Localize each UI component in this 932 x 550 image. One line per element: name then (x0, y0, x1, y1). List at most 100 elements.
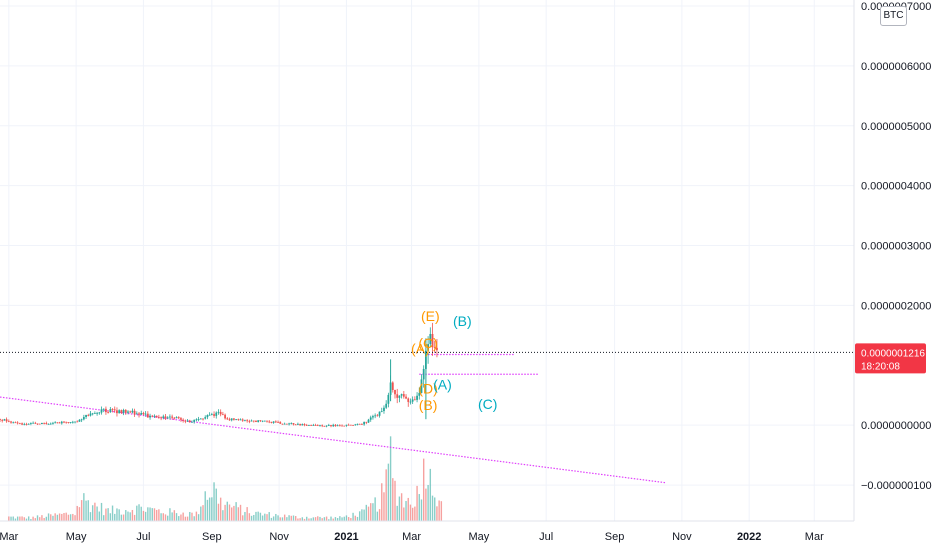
volume-bar (65, 512, 67, 521)
volume-bar (394, 480, 396, 521)
x-tick-label: May (66, 531, 87, 543)
wave-labels[interactable]: (E) (B)(C)(A)(D)(A)(B) (C) (411, 308, 497, 413)
candle-body (76, 421, 79, 423)
candle-body (312, 425, 315, 426)
candle-body (244, 420, 246, 422)
candle-body (191, 421, 193, 423)
volume-bar (239, 504, 242, 521)
volume-bar (356, 516, 359, 521)
volume-bar (427, 485, 429, 521)
candle-body (316, 425, 319, 427)
candle-body (3, 419, 6, 421)
candle-body (314, 425, 317, 426)
volume-bar (197, 514, 200, 521)
volume-bar (328, 519, 330, 521)
candle-body (422, 368, 425, 380)
volume-bar (91, 505, 94, 521)
chart-grid (0, 0, 854, 521)
volume-bar (345, 515, 348, 521)
candle-body (394, 389, 396, 395)
volume-bar (242, 515, 244, 521)
currency-badge[interactable]: BTC (880, 6, 907, 26)
candle-body (67, 422, 70, 423)
last-price-badge (855, 343, 926, 374)
volume-bar (226, 501, 228, 521)
candle-body (71, 421, 74, 423)
candle-body (217, 411, 220, 413)
candle-body (365, 421, 368, 423)
volume-bar (186, 516, 189, 521)
x-tick-label: Mar (805, 531, 824, 543)
candle-body (202, 418, 204, 420)
volume-bar (116, 508, 118, 521)
volume-bar (246, 507, 248, 521)
candle-body (195, 419, 198, 421)
volume-bar (47, 513, 50, 521)
volume-bar (383, 492, 385, 521)
volume-bar (16, 516, 19, 521)
candle-body (49, 423, 52, 425)
x-tick-label: Jul (136, 531, 150, 543)
candle-body (367, 419, 370, 423)
candle-body (274, 421, 277, 423)
candle-body (82, 417, 85, 420)
volume-bar (261, 515, 264, 521)
candle-body (261, 420, 264, 422)
volume-bar (87, 500, 89, 521)
volume-bar (80, 500, 83, 521)
volume-bar (180, 514, 182, 521)
volume-bar (169, 508, 171, 521)
price-axis[interactable]: 0.00000070000.00000060000.00000050000.00… (861, 1, 932, 492)
volume-bar (363, 509, 365, 521)
candle-body (420, 379, 423, 393)
trendline (0, 396, 666, 484)
candle-body (303, 424, 306, 426)
volume-bar (111, 505, 114, 521)
volume-bar (436, 506, 438, 521)
candle-body (221, 414, 224, 416)
candle-body (233, 418, 235, 420)
candle-body (228, 419, 231, 421)
volume-bar (200, 506, 202, 521)
volume-bar (231, 507, 233, 521)
candle-body (180, 418, 182, 420)
candle-body (294, 424, 297, 426)
y-tick-label: 0.0000005000 (861, 121, 931, 133)
candle-body (283, 423, 286, 425)
candle-body (18, 423, 21, 425)
candle-body (188, 420, 191, 423)
volume-bar (228, 504, 231, 521)
candle-body (433, 347, 436, 349)
candle-body (116, 410, 118, 414)
volume-bar (107, 508, 109, 521)
trendlines[interactable] (0, 353, 666, 484)
candle-body (325, 425, 328, 427)
volume-bar (56, 514, 59, 521)
candle-body (29, 423, 32, 424)
candle-body (297, 423, 299, 425)
candle-body (285, 423, 288, 425)
volume-bar (422, 458, 425, 521)
volume-bar (321, 518, 323, 521)
volume-bar (310, 518, 312, 521)
volume-bar (292, 515, 295, 521)
volume-bar (301, 517, 304, 521)
candle-body (41, 422, 43, 425)
candle-body (409, 401, 412, 403)
candle-body (308, 425, 310, 426)
time-axis[interactable]: Mar May Jul Sep Nov 2021 Mar May Jul Sep Nov 2022 Ma… (0, 531, 824, 543)
candle-body (14, 422, 17, 424)
x-tick-label: Mar (0, 531, 19, 543)
volume-bar (398, 496, 401, 521)
volume-bar (233, 505, 235, 521)
volume-bar (319, 516, 321, 521)
candle-body (52, 422, 54, 424)
candle-body (268, 421, 271, 423)
volume-bar (173, 510, 176, 521)
candle-body (38, 423, 41, 425)
wave-label: (A) (411, 341, 430, 357)
candle-body (169, 416, 171, 418)
candle-body (402, 394, 405, 397)
candle-body (140, 412, 143, 415)
